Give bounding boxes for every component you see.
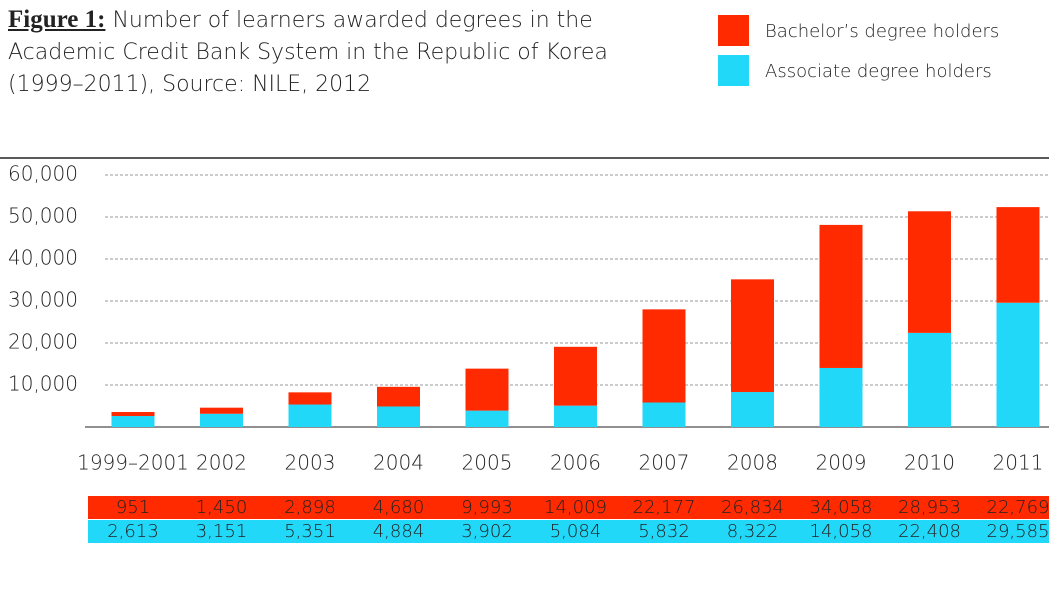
data-label: 951 [116, 497, 150, 518]
data-label: 22,769 [987, 497, 1049, 518]
legend-label: Associate degree holders [765, 61, 992, 82]
table-row [88, 520, 1049, 543]
bar-segment [288, 392, 332, 405]
bar-segment [111, 412, 155, 417]
data-label: 26,834 [721, 497, 784, 518]
x-tick-label: 2005 [462, 451, 513, 475]
data-label: 5,084 [550, 521, 602, 542]
data-label: 5,832 [638, 521, 690, 542]
data-label: 29,585 [987, 521, 1049, 542]
bar-segment [819, 367, 863, 427]
table-row [88, 496, 1049, 519]
data-label: 34,058 [810, 497, 873, 518]
data-label: 4,680 [373, 497, 425, 518]
bar-segment [200, 407, 243, 414]
bar-segment [554, 405, 597, 427]
x-tick-label: 2009 [816, 451, 867, 475]
data-label: 28,953 [898, 497, 961, 518]
bar-segment [642, 402, 686, 427]
bar-segment [819, 224, 863, 368]
data-label: 14,058 [810, 521, 873, 542]
bar-segment [642, 309, 686, 403]
bar-segment [908, 332, 951, 427]
bar-segment [288, 404, 332, 427]
data-label: 3,902 [461, 521, 513, 542]
x-tick-label: 2002 [196, 451, 247, 475]
data-label: 3,151 [196, 521, 248, 542]
bar-segment [465, 410, 509, 427]
bar-segment [731, 279, 774, 393]
y-tick-label: 20,000 [8, 330, 78, 354]
y-tick-label: 40,000 [8, 246, 78, 270]
data-label: 5,351 [284, 521, 336, 542]
bar-segment [377, 386, 420, 407]
bar-segment [200, 413, 243, 427]
data-label: 22,408 [898, 521, 961, 542]
x-tick-label: 2007 [639, 451, 690, 475]
bar-segment [731, 392, 774, 427]
chart-subtitle: Number of learners awarded degrees in th… [8, 8, 608, 97]
header: Figure 1: Number of learners awarded deg… [8, 4, 688, 101]
data-label: 4,884 [373, 521, 425, 542]
x-tick-label: 1999–2001 [77, 451, 189, 475]
bar-segment [996, 207, 1040, 303]
bar-segment [908, 211, 951, 333]
legend-label: Bachelor’s degree holders [765, 21, 999, 42]
data-label: 8,322 [727, 521, 779, 542]
legend-swatch [718, 15, 749, 46]
bar-segment [554, 346, 597, 406]
x-tick-label: 2008 [727, 451, 778, 475]
x-tick-label: 2004 [373, 451, 424, 475]
y-tick-label: 10,000 [8, 372, 78, 396]
bar-segment [377, 406, 420, 427]
x-tick-label: 2010 [904, 451, 955, 475]
data-label: 22,177 [633, 497, 696, 518]
data-label: 2,898 [284, 497, 336, 518]
x-tick-label: 2011 [993, 451, 1044, 475]
data-label: 14,009 [544, 497, 607, 518]
y-tick-label: 50,000 [8, 204, 78, 228]
legend-swatch [718, 55, 749, 86]
x-tick-label: 2006 [550, 451, 601, 475]
y-tick-label: 30,000 [8, 288, 78, 312]
y-tick-label: 60,000 [8, 162, 78, 186]
data-label: 1,450 [196, 497, 248, 518]
chart-title: Figure 1: [8, 6, 106, 33]
bar-segment [996, 302, 1040, 427]
bar-segment [465, 368, 509, 411]
x-tick-label: 2003 [285, 451, 336, 475]
bar-segment [111, 416, 155, 427]
data-label: 9,993 [461, 497, 513, 518]
data-label: 2,613 [107, 521, 159, 542]
